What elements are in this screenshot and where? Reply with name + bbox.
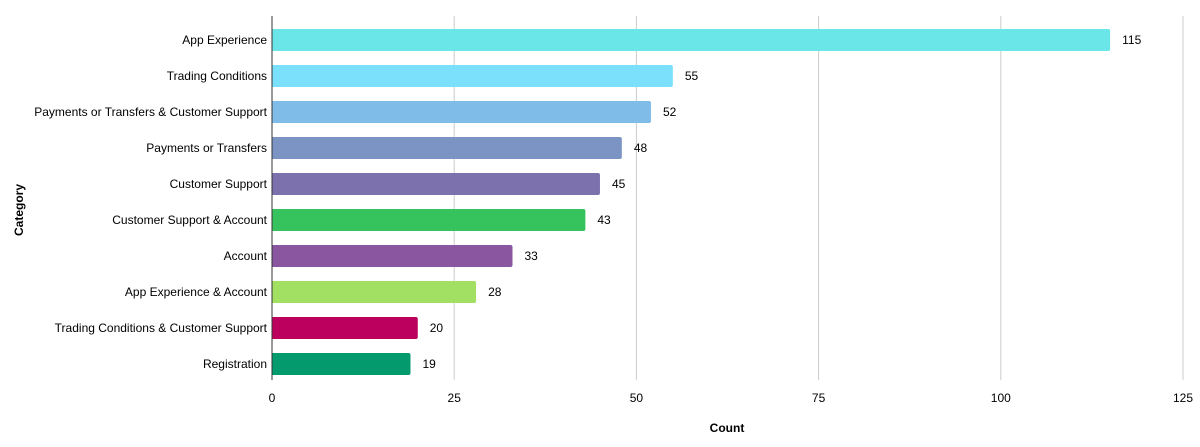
x-axis-title: Count	[710, 421, 745, 435]
x-tick-label: 75	[812, 391, 826, 405]
bar	[272, 353, 411, 375]
bars	[271, 29, 1111, 375]
bar	[272, 101, 651, 123]
x-tick-label: 100	[991, 391, 1011, 405]
x-tick-label: 50	[630, 391, 644, 405]
data-labels: 115 55 52 48 45 43 33 28 20 19	[422, 33, 1141, 371]
category-label: App Experience	[182, 33, 267, 47]
category-label: Trading Conditions & Customer Support	[55, 321, 268, 335]
bar	[271, 65, 673, 87]
data-label: 28	[488, 285, 502, 299]
bar	[271, 137, 622, 159]
x-tick-label: 125	[1173, 391, 1193, 405]
bar	[271, 173, 600, 195]
category-label: Customer Support	[170, 177, 268, 191]
data-label: 45	[612, 177, 626, 191]
x-tick-label: 25	[448, 391, 462, 405]
bar	[272, 281, 477, 303]
y-axis-title: Category	[12, 184, 26, 236]
x-tick-label: 0	[269, 391, 276, 405]
category-labels: App Experience Trading Conditions Payments…	[34, 33, 267, 371]
data-label: 52	[663, 105, 677, 119]
category-label: Trading Conditions	[167, 69, 267, 83]
bar	[272, 245, 513, 267]
data-label: 20	[430, 321, 444, 335]
bar	[272, 29, 1111, 51]
x-tick-labels: 0 25 50 75 100 125	[269, 391, 1194, 405]
data-label: 43	[597, 213, 611, 227]
data-label: 33	[525, 249, 539, 263]
category-label: Payments or Transfers & Customer Support	[34, 105, 267, 119]
category-label: Customer Support & Account	[112, 213, 267, 227]
category-label: Payments or Transfers	[146, 141, 267, 155]
data-label: 115	[1122, 33, 1141, 47]
bar	[272, 209, 586, 231]
data-label: 55	[685, 69, 699, 83]
category-label: App Experience & Account	[125, 285, 268, 299]
data-label: 19	[422, 357, 436, 371]
category-label: Account	[224, 249, 268, 263]
bar	[272, 317, 418, 339]
data-label: 48	[634, 141, 648, 155]
category-label: Registration	[203, 357, 267, 371]
